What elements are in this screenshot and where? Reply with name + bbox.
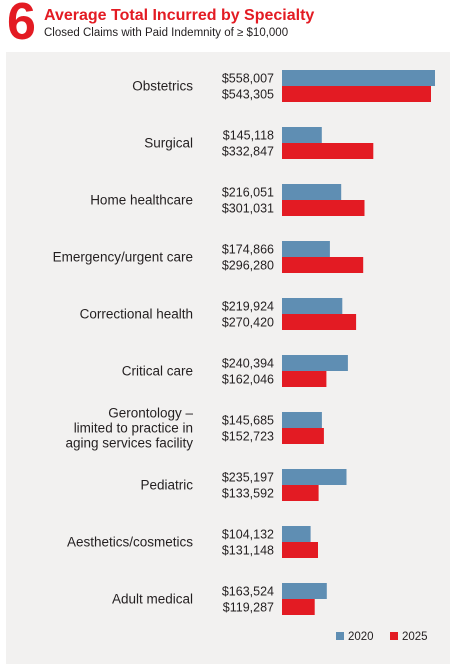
category-label-2: Home healthcare [90,193,193,208]
bar-2025-6 [282,428,324,444]
category-label-6-line-0: Gerontology – [108,406,193,421]
value-label-2025-7: $133,592 [222,487,274,501]
value-label-2020-9: $163,524 [222,585,274,599]
bar-2025-4 [282,314,357,330]
bar-2020-6 [282,412,322,428]
bar-2025-2 [282,200,365,216]
category-label-8: Aesthetics/cosmetics [67,535,193,550]
category-label-5: Critical care [122,364,193,379]
value-label-2025-8: $131,148 [222,544,274,558]
category-label-1: Surgical [144,136,193,151]
bar-2025-0 [282,86,431,102]
value-label-2025-3: $296,280 [222,259,274,273]
bar-chart: $558,007 $543,305 Obstetrics $145,118 $332,8… [53,70,435,643]
chart-subtitle: Closed Claims with Paid Indemnity of ≥ $… [44,27,289,39]
bar-2025-8 [282,542,318,558]
bar-2025-7 [282,485,319,501]
value-label-2020-8: $104,132 [222,528,274,542]
legend-label-2020: 2020 [348,631,374,643]
value-label-2020-2: $216,051 [222,186,274,200]
bar-2020-4 [282,298,343,314]
value-label-2025-5: $162,046 [222,373,274,387]
value-label-2025-1: $332,847 [222,145,274,159]
value-label-2025-0: $543,305 [222,88,274,102]
category-label-4: Correctional health [80,307,193,322]
value-label-2025-9: $119,287 [223,601,274,615]
value-label-2020-1: $145,118 [223,129,274,143]
value-label-2020-4: $219,924 [222,300,274,314]
chart-title: Average Total Incurred by Specialty [44,7,315,24]
bar-2020-2 [282,184,342,200]
chart-header: 6 Average Total Incurred by Specialty Cl… [0,0,456,52]
category-label-7: Pediatric [140,478,193,493]
value-label-2025-2: $301,031 [222,202,274,216]
legend-label-2025: 2025 [402,631,428,643]
category-label-9: Adult medical [112,592,193,607]
value-label-2020-6: $145,685 [222,414,274,428]
legend-swatch-2020 [336,632,344,640]
category-label-0: Obstetrics [132,79,193,94]
legend-swatch-2025 [390,632,398,640]
value-label-2025-6: $152,723 [222,430,274,444]
bar-2020-1 [282,127,322,143]
value-label-2020-3: $174,866 [222,243,274,257]
bar-2020-3 [282,241,330,257]
bar-2020-7 [282,469,347,485]
value-label-2020-5: $240,394 [222,357,274,371]
value-label-2020-7: $235,197 [222,471,274,485]
bar-2025-5 [282,371,327,387]
chart-panel: $558,007 $543,305 Obstetrics $145,118 $332,8… [6,52,450,664]
bar-2020-8 [282,526,311,542]
value-label-2020-0: $558,007 [222,72,274,86]
bar-2020-0 [282,70,435,86]
figure-number: 6 [7,0,36,51]
value-label-2025-4: $270,420 [222,316,274,330]
bar-2025-3 [282,257,364,273]
bar-2025-9 [282,599,315,615]
category-label-3: Emergency/urgent care [53,250,193,265]
category-label-6-line-1: limited to practice in [74,421,193,436]
category-label-6-line-2: aging services facility [65,436,193,451]
bar-2025-1 [282,143,374,159]
bar-2020-9 [282,583,327,599]
bar-2020-5 [282,355,348,371]
